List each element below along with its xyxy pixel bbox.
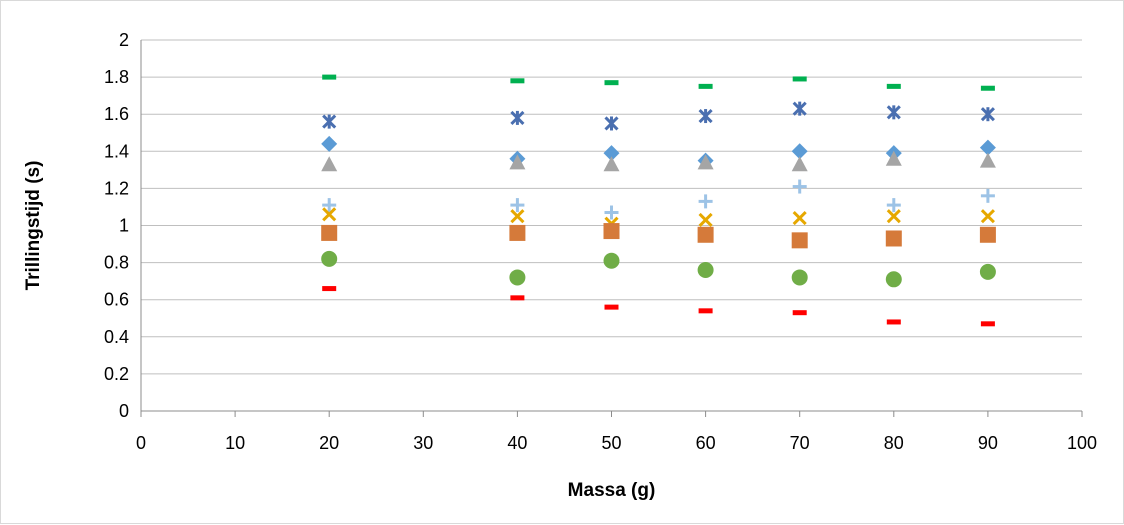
x-tick-label: 20 — [319, 433, 339, 453]
data-point-x — [322, 207, 337, 222]
data-point-dash — [604, 304, 619, 310]
x-tick-label: 50 — [601, 433, 621, 453]
data-point-x — [792, 211, 807, 226]
data-point-x — [510, 209, 525, 224]
y-tick-label: 1 — [119, 216, 129, 236]
y-tick-label: 1.4 — [104, 141, 129, 161]
data-point-x — [698, 212, 713, 227]
x-tick-label: 100 — [1067, 433, 1097, 453]
x-tick-label: 10 — [225, 433, 245, 453]
data-point-dash — [322, 74, 337, 80]
data-point-circle — [885, 271, 902, 288]
x-tick-label: 0 — [136, 433, 146, 453]
data-point-dash — [792, 76, 807, 82]
data-point-triangle — [697, 154, 714, 170]
data-point-star — [792, 101, 807, 116]
data-point-dash — [510, 295, 525, 301]
data-point-dash — [792, 310, 807, 316]
data-point-square — [791, 232, 808, 249]
data-point-square — [603, 223, 620, 240]
y-tick-label: 0 — [119, 401, 129, 421]
data-point-triangle — [509, 154, 526, 170]
data-point-triangle — [885, 150, 902, 166]
data-point-plus — [322, 198, 337, 213]
data-point-dash — [510, 78, 525, 84]
data-point-x — [980, 209, 995, 224]
axes — [140, 40, 1083, 417]
data-point-star — [980, 107, 995, 122]
data-point-plus — [792, 179, 807, 194]
data-point-star — [886, 105, 901, 120]
data-point-square — [321, 224, 338, 241]
x-tick-label: 70 — [790, 433, 810, 453]
y-tick-label: 0.8 — [104, 253, 129, 273]
y-tick-label: 2 — [119, 30, 129, 50]
data-point-circle — [509, 269, 526, 286]
data-point-dash — [980, 85, 995, 91]
y-axis-title: Trillingstijd (s) — [23, 161, 44, 291]
x-axis-title: Massa (g) — [568, 480, 656, 501]
data-point-plus — [604, 205, 619, 220]
data-point-circle — [791, 269, 808, 286]
data-point-dash — [698, 308, 713, 314]
data-point-star — [698, 108, 713, 124]
y-tick-label: 0.4 — [104, 327, 129, 347]
data-point-star — [604, 116, 619, 131]
data-point-dash — [886, 83, 901, 89]
data-point-dash — [698, 83, 713, 89]
data-point-dash — [322, 286, 337, 292]
data-point-circle — [979, 263, 996, 280]
x-tick-label: 30 — [413, 433, 433, 453]
x-tick-label: 60 — [696, 433, 716, 453]
y-tick-label: 0.6 — [104, 290, 129, 310]
data-point-dash — [604, 80, 619, 86]
data-point-star — [322, 114, 337, 129]
data-point-diamond — [321, 135, 338, 152]
data-point-square — [979, 226, 996, 243]
data-point-diamond — [979, 139, 996, 156]
x-tick-label: 80 — [884, 433, 904, 453]
tick-labels: 00.20.40.60.811.21.41.61.820 10 20 30 40 50 60… — [104, 30, 1097, 453]
data-point-circle — [321, 250, 338, 267]
data-point-triangle — [791, 156, 808, 172]
data-point-triangle — [321, 156, 338, 172]
x-tick-label: 40 — [507, 433, 527, 453]
data-point-square — [885, 230, 902, 247]
x-tick-label: 90 — [978, 433, 998, 453]
data-point-diamond — [791, 143, 808, 160]
y-tick-label: 1.2 — [104, 178, 129, 198]
data-point-plus — [980, 188, 995, 203]
data-point-square — [509, 224, 526, 241]
data-point-triangle — [603, 156, 620, 172]
data-point-square — [697, 226, 714, 243]
data-point-star — [510, 110, 525, 125]
y-tick-label: 0.2 — [104, 364, 129, 384]
data-point-x — [886, 209, 901, 224]
data-point-dash — [980, 321, 995, 327]
data-point-circle — [603, 252, 620, 269]
data-point-plus — [698, 194, 713, 209]
data-point-plus — [886, 198, 901, 213]
data-point-circle — [697, 262, 714, 279]
y-tick-label: 1.8 — [104, 67, 129, 87]
data-point-diamond — [603, 145, 620, 162]
data-point-plus — [510, 198, 525, 213]
y-tick-label: 1.6 — [104, 104, 129, 124]
data-point-dash — [886, 319, 901, 325]
data-point-triangle — [979, 152, 996, 168]
data-points — [321, 74, 996, 327]
